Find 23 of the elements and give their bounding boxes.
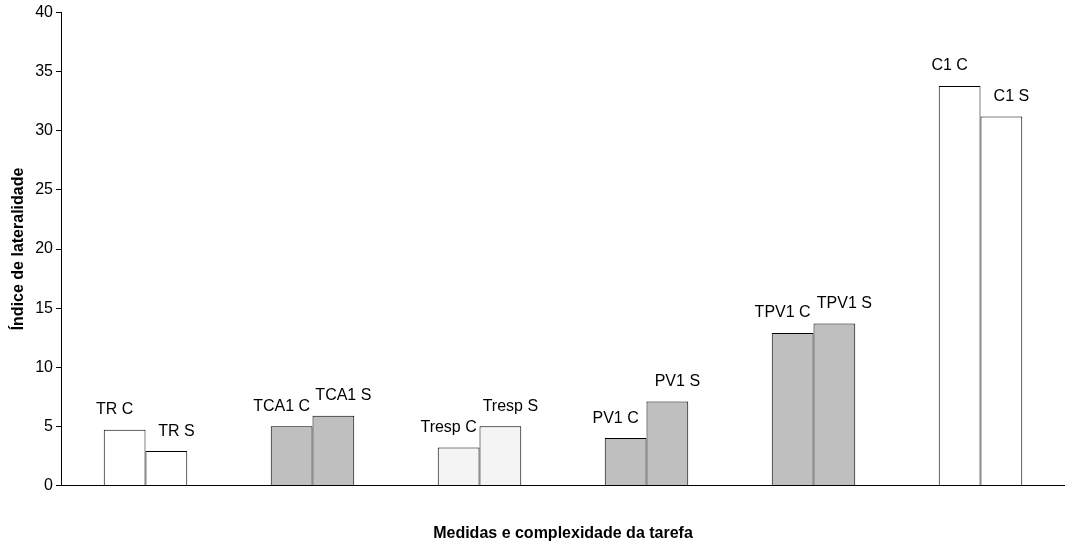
annotation: TCA1 S xyxy=(315,386,372,404)
y-tick-label: 20 xyxy=(35,239,54,257)
annotation: Tresp S xyxy=(482,396,539,414)
annotation: PV1 C xyxy=(592,408,639,426)
annotation: Tresp C xyxy=(420,417,477,435)
y-tick-label: 0 xyxy=(44,475,54,493)
annotation: TCA1 C xyxy=(253,396,311,414)
y-tick-label: 30 xyxy=(35,121,54,139)
y-axis-title: Índice de lateralidade xyxy=(8,167,27,331)
y-tick-label: 15 xyxy=(35,298,54,316)
annotation: C1 S xyxy=(993,87,1030,105)
annotation: C1 C xyxy=(931,56,968,74)
y-tick-label: 10 xyxy=(35,357,54,375)
y-tick-label: 40 xyxy=(35,3,54,21)
annotation: TPV1 C xyxy=(754,303,811,321)
annotation: TR S xyxy=(158,421,195,439)
annotation: TPV1 S xyxy=(816,293,872,311)
y-tick-label: 25 xyxy=(35,180,54,198)
y-tick-label: 35 xyxy=(35,62,54,80)
annotation: PV1 S xyxy=(654,371,701,389)
x-axis-title: Medidas e complexidade da tarefa xyxy=(433,523,693,541)
y-tick-label: 5 xyxy=(44,416,54,434)
annotation: TR C xyxy=(95,400,134,418)
